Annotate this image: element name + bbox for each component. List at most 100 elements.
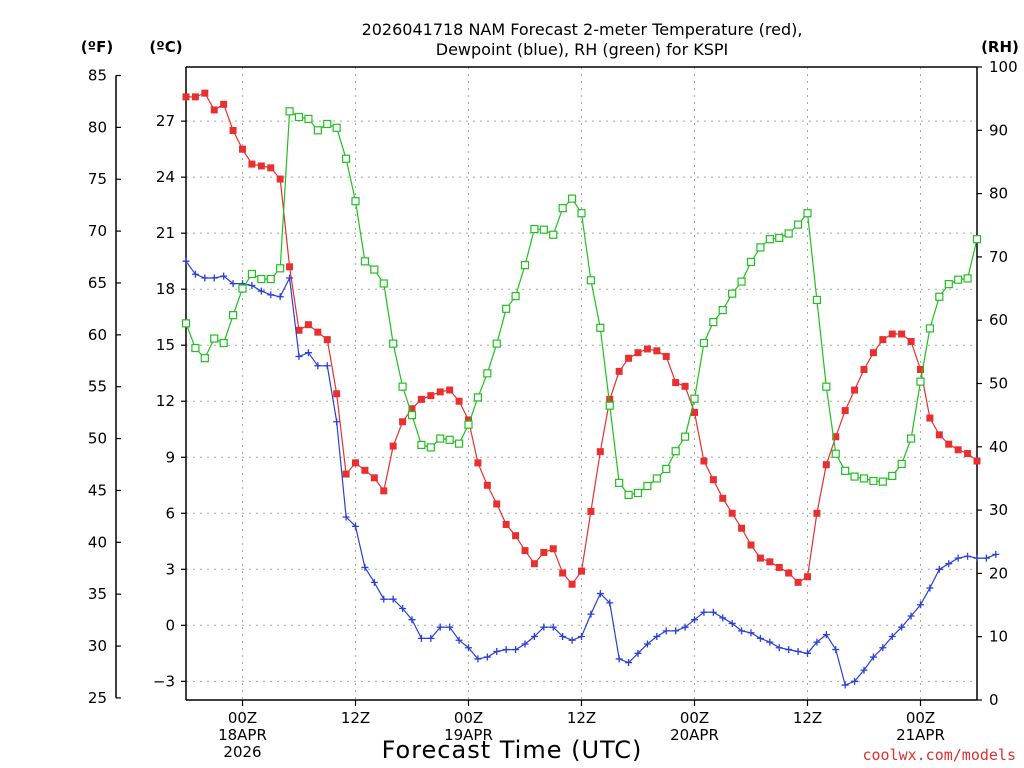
temperature-point [888, 330, 896, 338]
dewpoint-point [738, 627, 746, 635]
rh-point [624, 490, 633, 500]
dewpoint-point [304, 349, 312, 357]
dewpoint-point [935, 565, 943, 573]
rh-point [916, 377, 925, 386]
dewpoint-point [728, 619, 736, 627]
rh-point [247, 269, 257, 279]
rh-tick-label: 40 [989, 438, 1008, 456]
temperature-point [587, 507, 595, 515]
rh-tick-label: 30 [989, 501, 1008, 519]
temperature-point [672, 379, 680, 387]
dewpoint-point [747, 629, 755, 637]
temperature-point [615, 367, 623, 375]
rh-point [511, 292, 520, 301]
x-tick-label: 00Z [454, 709, 483, 727]
celsius-tick-label: 12 [156, 392, 175, 410]
temperature-point [333, 390, 341, 398]
rh-point [954, 275, 963, 284]
celsius-tick-label: 9 [165, 448, 175, 466]
temperature-point [239, 145, 246, 153]
rh-point [662, 464, 671, 474]
celsius-tick-label: 18 [156, 280, 175, 298]
temperature-point [643, 345, 651, 353]
rh-point [530, 224, 539, 234]
rh-point [925, 324, 935, 333]
fahrenheit-unit-label: (ºF) [81, 38, 113, 56]
fahrenheit-tick-label: 60 [88, 326, 107, 344]
rh-point [878, 477, 887, 486]
temperature-point [512, 532, 520, 540]
rh-point [379, 279, 388, 288]
rh-point [285, 107, 294, 116]
rh-point [831, 449, 840, 458]
dewpoint-point [455, 636, 463, 644]
fahrenheit-tick-label: 25 [88, 689, 107, 707]
celsius-tick-label: 3 [165, 560, 175, 578]
x-tick-label: 21APR [896, 726, 945, 744]
rh-point [897, 459, 906, 468]
rh-point [398, 382, 407, 391]
celsius-tick-label: 24 [156, 168, 175, 186]
dewpoint-point [427, 634, 435, 642]
rh-point [464, 420, 473, 429]
dewpoint-point [436, 623, 444, 631]
temperature-point [549, 545, 557, 553]
rh-point [935, 292, 944, 301]
fahrenheit-tick-label: 75 [88, 170, 107, 188]
dewpoint-point [483, 653, 491, 661]
temperature-point [926, 414, 934, 422]
dewpoint-point [210, 274, 218, 282]
dewpoint-point [389, 595, 397, 603]
dewpoint-point [634, 649, 642, 657]
dewpoint-point [530, 633, 538, 641]
rh-point [643, 481, 652, 491]
temperature-point [869, 349, 877, 357]
dewpoint-point [804, 649, 811, 657]
temperature-point [559, 569, 567, 577]
rh-tick-label: 60 [989, 311, 1008, 329]
temperature-point [370, 474, 378, 482]
rh-point [181, 319, 191, 328]
temperature-point [427, 392, 435, 400]
rh-point [191, 343, 200, 353]
rh-tick-label: 80 [989, 185, 1008, 203]
rh-point [219, 338, 228, 348]
x-tick-label: 12Z [341, 709, 370, 727]
temperature-point [756, 554, 764, 562]
temperature-point [352, 459, 359, 467]
dewpoint-point [474, 655, 482, 663]
rh-point [633, 488, 643, 498]
rh-point [775, 233, 784, 243]
temperature-point [314, 328, 322, 336]
temperature-point [785, 569, 793, 577]
rh-point [652, 474, 661, 483]
dewpoint-point [399, 605, 407, 613]
rh-point [567, 194, 577, 203]
temperature-point [662, 352, 670, 360]
rh-point [859, 474, 869, 483]
temperature-point [719, 494, 727, 502]
dewpoint-point [794, 647, 802, 655]
rh-point [699, 338, 709, 348]
temperature-point [700, 457, 708, 465]
fahrenheit-tick-label: 55 [88, 378, 107, 396]
rh-point [304, 114, 313, 124]
rh-point [615, 478, 624, 487]
temperature-point [596, 448, 604, 456]
temperature-point [794, 578, 802, 586]
dewpoint-point [323, 362, 331, 370]
dewpoint-point [606, 599, 614, 607]
dewpoint-point [653, 633, 661, 641]
dewpoint-point [248, 281, 256, 289]
temperature-point [530, 560, 538, 568]
dewpoint-point [220, 272, 228, 280]
credit-label: coolwx.com/models [862, 746, 1016, 764]
rh-point [690, 394, 699, 403]
temperature-point [728, 509, 736, 517]
temperature-point [408, 405, 416, 413]
temperature-point [822, 461, 830, 469]
chart-title-line-1: 2026041718 NAM Forecast 2-meter Temperat… [362, 20, 803, 39]
dewpoint-point [672, 627, 680, 635]
temperature-point [323, 336, 331, 344]
rh-point [944, 280, 953, 289]
